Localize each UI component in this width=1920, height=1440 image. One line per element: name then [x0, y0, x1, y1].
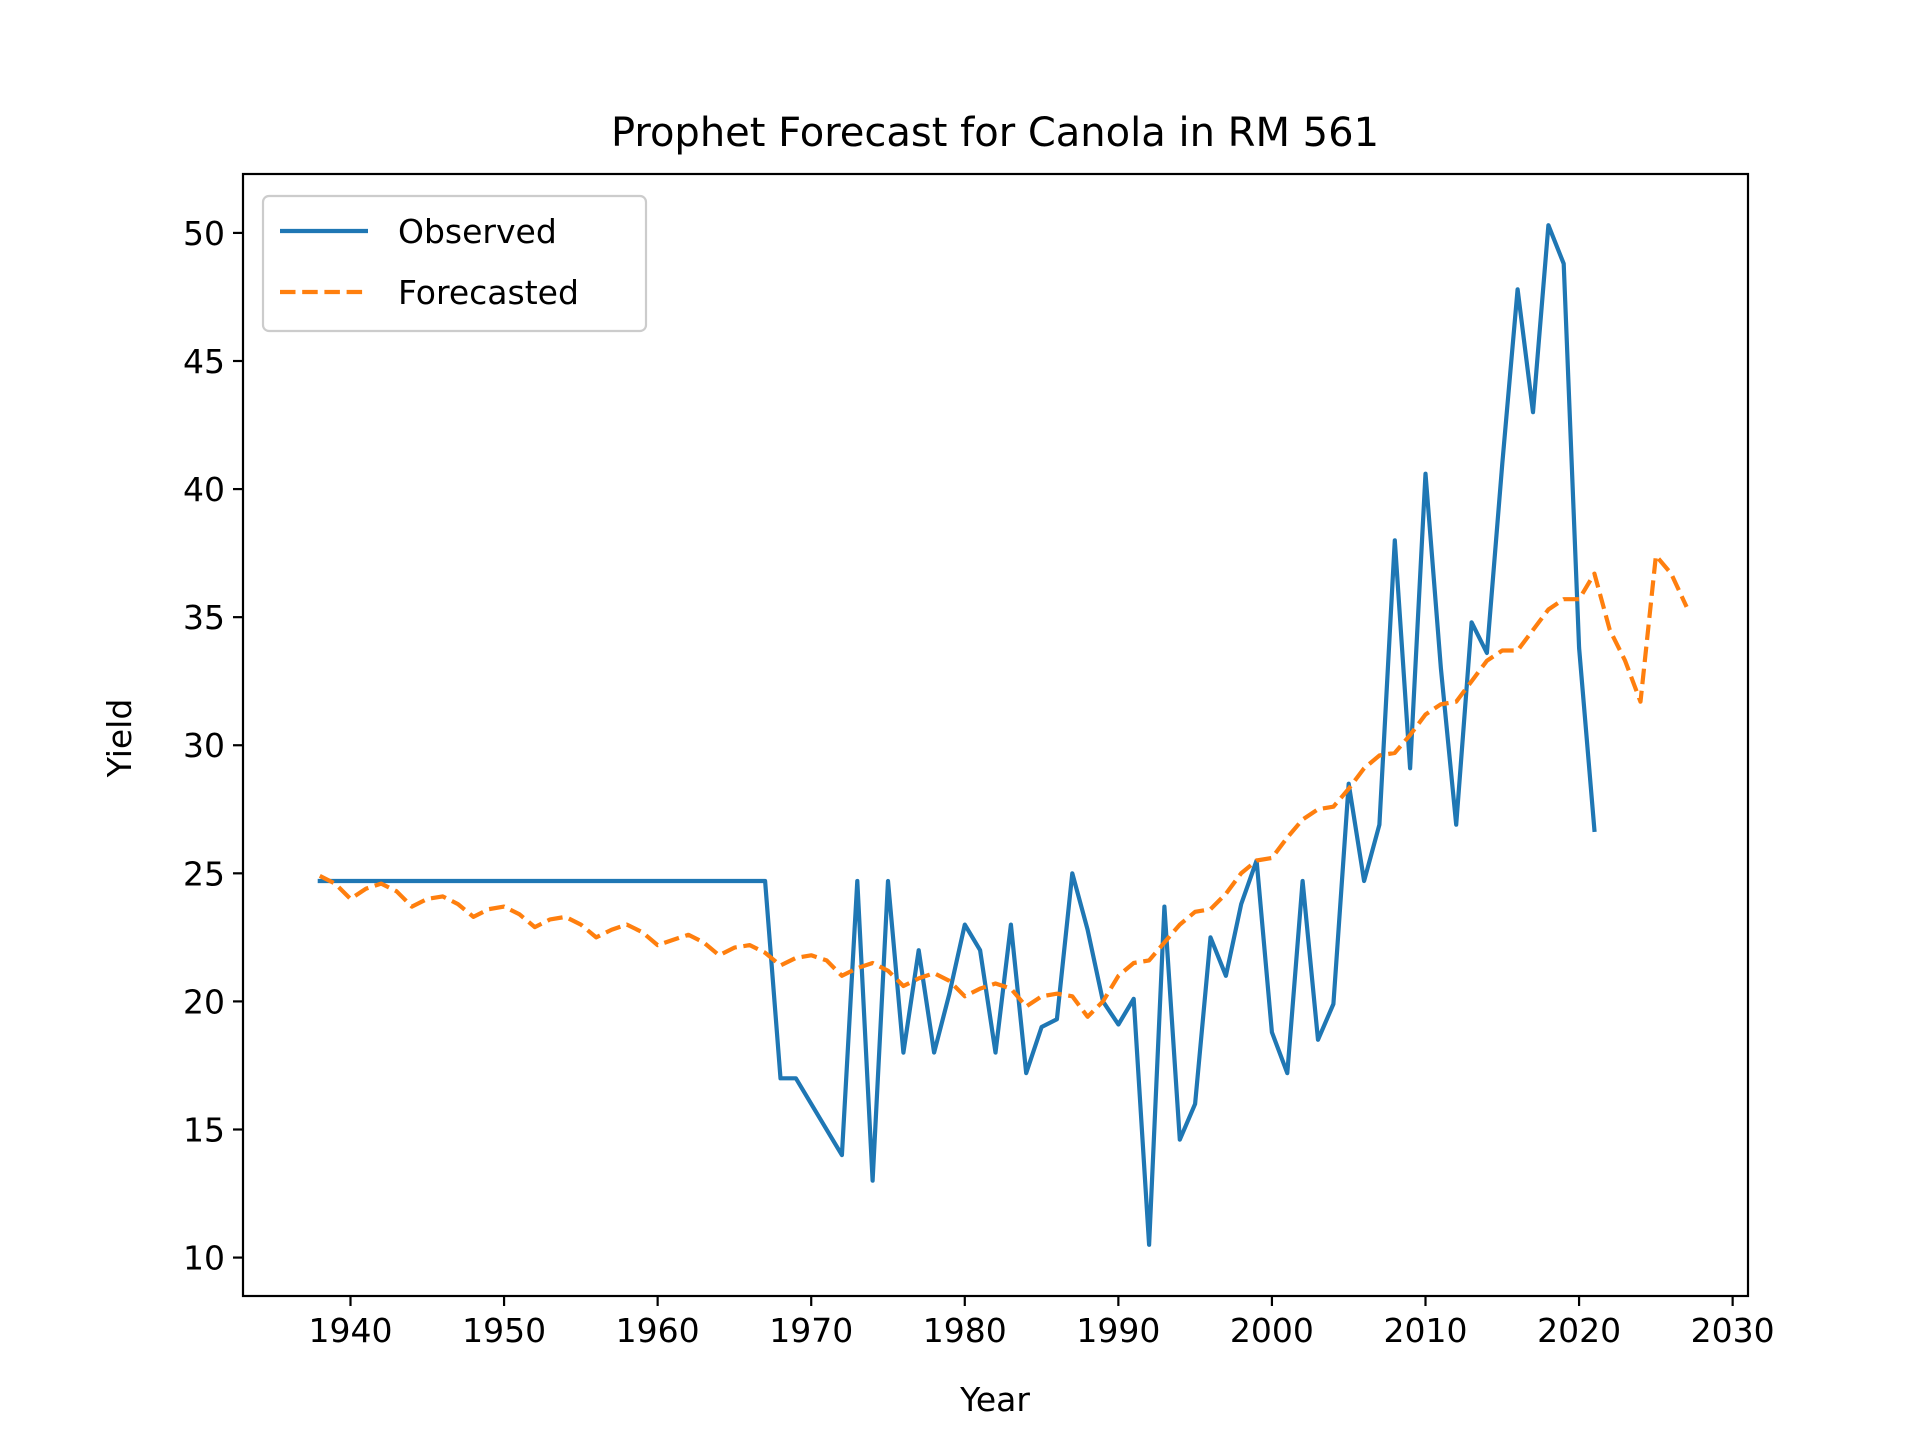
x-tick-label: 2020 — [1537, 1311, 1621, 1350]
series-line-forecasted — [318, 553, 1689, 1019]
y-tick-label: 20 — [183, 982, 225, 1021]
x-axis-label: Year — [959, 1380, 1030, 1419]
y-tick-label: 35 — [183, 598, 225, 637]
y-tick-label: 10 — [183, 1239, 225, 1278]
y-tick-label: 15 — [183, 1110, 225, 1149]
legend-label-observed: Observed — [398, 212, 557, 251]
plot-area: 1940 1950 1960 1970 1980 1990 2000 2010 2020 2030… — [183, 172, 1775, 1350]
x-tick-label: 2010 — [1384, 1311, 1468, 1350]
x-tick-label: 1940 — [309, 1311, 393, 1350]
y-tick-label: 25 — [183, 854, 225, 893]
x-tick-label: 1970 — [769, 1311, 853, 1350]
y-tick-label: 50 — [183, 214, 225, 253]
y-tick-label: 40 — [183, 470, 225, 509]
x-tick-label: 2000 — [1230, 1311, 1314, 1350]
x-tick-label: 1990 — [1076, 1311, 1160, 1350]
x-tick-label: 2030 — [1691, 1311, 1775, 1350]
y-tick-label: 30 — [183, 726, 225, 765]
axes-frame — [241, 172, 1750, 1298]
chart-title: Prophet Forecast for Canola in RM 561 — [611, 110, 1379, 156]
x-tick-label: 1950 — [462, 1311, 546, 1350]
legend-label-forecasted: Forecasted — [398, 273, 579, 312]
x-tick-label: 1960 — [616, 1311, 700, 1350]
y-tick-label: 45 — [183, 342, 225, 381]
y-axis-label: Yield — [100, 699, 139, 779]
x-tick-label: 1980 — [923, 1311, 1007, 1350]
series-line-observed — [317, 223, 1597, 1247]
